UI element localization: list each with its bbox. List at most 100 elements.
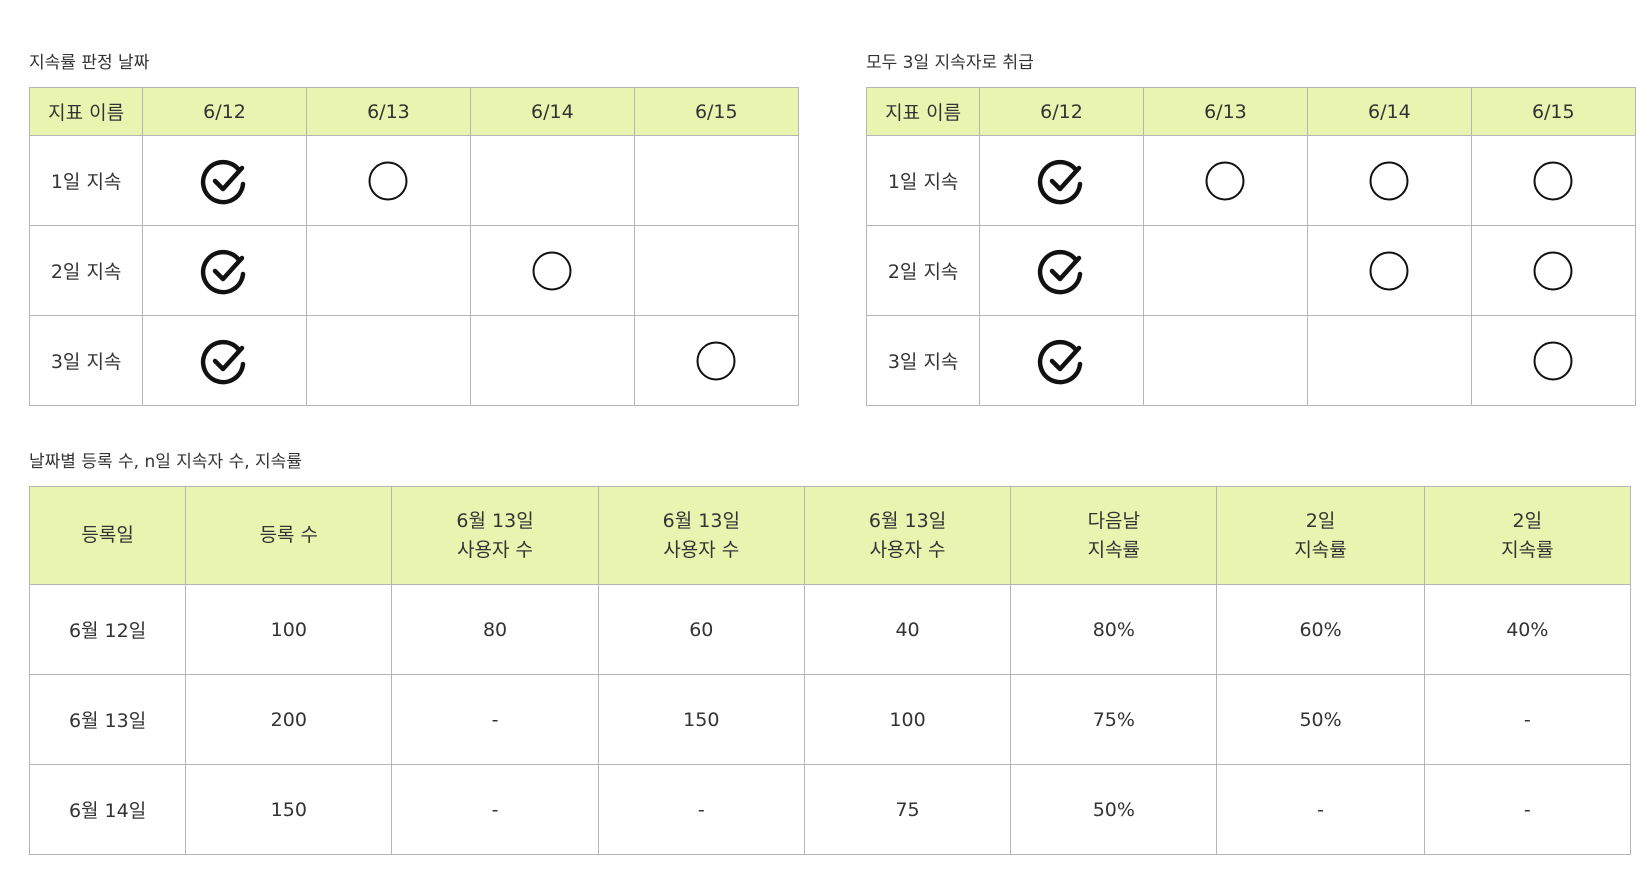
mark-cell [1470,315,1637,406]
column-header: 2일 지속률 [1423,486,1632,585]
column-header-date: 6/15 [1470,87,1637,136]
mark-cell [142,225,307,316]
column-header: 등록일 [28,486,187,585]
table-cell: 40 [803,584,1012,675]
column-header-date: 6/15 [633,87,800,136]
table-cell: 100 [803,674,1012,765]
table-cell: 50% [1010,764,1218,855]
column-header-date: 6/12 [142,87,307,136]
circle-icon [1369,161,1409,200]
column-header-line2: 지속률 [1501,538,1554,561]
mark-cell [633,315,800,406]
check-circle-icon [201,159,246,204]
check-circle-icon [201,249,246,294]
all-three-day-caption: 모두 3일 지속자로 취급 [866,53,1034,73]
column-header-line1: 2일 [1305,509,1336,532]
mark-cell [470,225,635,316]
table-cell: 60 [597,584,805,675]
table-row: 1일 지속 [865,135,1637,226]
row-label: 3일 지속 [28,315,144,406]
column-header: 6월 13일 사용자 수 [391,486,599,585]
table-header-row: 지표 이름 6/12 6/13 6/14 6/15 [28,87,800,136]
mark-cell [305,225,472,316]
column-header-line1: 다음날 [1087,509,1141,532]
mark-cell [633,225,800,316]
circle-icon [532,251,572,290]
circle-icon [368,161,408,200]
table-cell: 80% [1010,584,1218,675]
table-row: 6월 12일 100 80 60 40 80% 60% 40% [28,584,1632,675]
mark-cell [1307,135,1472,226]
mark-cell [979,315,1144,406]
check-circle-icon [201,339,246,384]
circle-icon [1533,161,1573,200]
table-body: 6월 12일 100 80 60 40 80% 60% 40% 6월 13일 200-150 100… [28,584,1632,855]
retention-rule-table: 지표 이름 6/12 6/13 6/14 6/15 1일 지속 2일 지속 3일 지속 [28,87,800,406]
column-header-line1: 6월 13일 [662,509,740,532]
table-row: 2일 지속 [865,225,1637,316]
table-cell: - [1423,764,1632,855]
table-cell: 200 [185,674,393,765]
row-label: 2일 지속 [28,225,144,316]
mark-cell [1307,225,1472,316]
check-circle-icon [1038,339,1083,384]
mark-cell [979,135,1144,226]
mark-cell [142,315,307,406]
table-row: 6월 14일 150- -75 50% - - [28,764,1632,855]
column-header: 6월 13일 사용자 수 [803,486,1012,585]
mark-cell [1470,135,1637,226]
row-label: 6월 12일 [28,584,187,675]
circle-icon [1533,341,1573,380]
table-cell: 40% [1423,584,1632,675]
table-cell: - [1423,674,1632,765]
table-row: 6월 13일 200-150 100 75% 50% - [28,674,1632,765]
mark-cell [979,225,1144,316]
check-circle-icon [1038,249,1083,294]
table-body: 1일 지속 2일 지속 3일 지속 [865,135,1637,406]
table-cell: - [1216,764,1425,855]
circle-icon [1205,161,1245,200]
column-header-metric: 지표 이름 [865,87,981,136]
row-label: 1일 지속 [28,135,144,226]
table-header-row: 지표 이름 6/12 6/13 6/14 6/15 [865,87,1637,136]
mark-cell [470,315,635,406]
table-cell: 150 [185,764,393,855]
mark-cell [1470,225,1637,316]
column-header: 등록 수 [185,486,393,585]
table-cell: - [391,764,599,855]
daily-stats-caption: 날짜별 등록 수, n일 지속자 수, 지속률 [29,452,302,472]
column-header-date: 6/13 [305,87,472,136]
all-three-day-table: 지표 이름 6/12 6/13 6/14 6/15 1일 지속 2일 지속 3일 지속 [865,87,1637,406]
retention-rule-caption: 지속률 판정 날짜 [29,53,150,73]
column-header-date: 6/14 [470,87,635,136]
table-row: 3일 지속 [28,315,800,406]
table-row: 1일 지속 [28,135,800,226]
table-cell: 75 [803,764,1012,855]
column-header-line2: 사용자 수 [457,538,534,561]
table-body: 1일 지속 2일 지속 3일 지속 [28,135,800,406]
mark-cell [305,315,472,406]
row-label: 6월 13일 [28,674,187,765]
mark-cell [1307,315,1472,406]
mark-cell [1142,315,1309,406]
table-cell: - [391,674,599,765]
column-header-line2: 지속률 [1294,538,1347,561]
column-header-line2: 사용자 수 [663,538,740,561]
mark-cell [305,135,472,226]
column-header-date: 6/12 [979,87,1144,136]
column-header-line1: 등록 수 [259,524,319,546]
table-cell: 80 [391,584,599,675]
row-label: 2일 지속 [865,225,981,316]
circle-icon [1533,251,1573,290]
circle-icon [1369,251,1409,290]
column-header-line2: 지속률 [1087,538,1141,561]
mark-cell [470,135,635,226]
circle-icon [696,341,736,380]
row-label: 3일 지속 [865,315,981,406]
column-header-line1: 6월 13일 [868,509,947,532]
column-header-date: 6/13 [1142,87,1309,136]
row-label: 1일 지속 [865,135,981,226]
